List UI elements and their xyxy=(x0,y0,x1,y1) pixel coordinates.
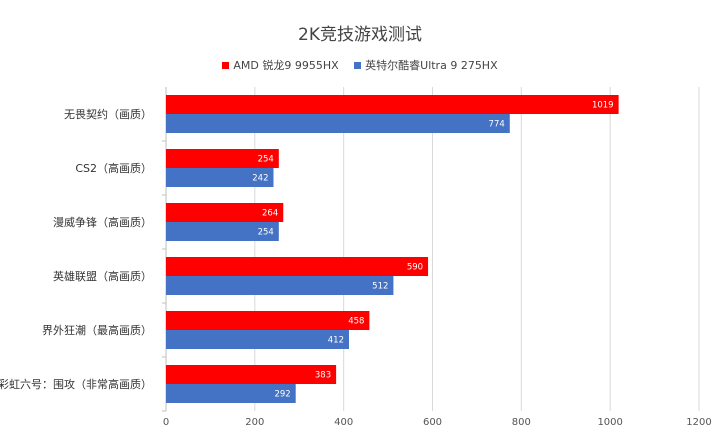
data-label: 254 xyxy=(258,155,274,165)
x-tick-label: 1000 xyxy=(597,417,622,428)
legend-label-amd: AMD 锐龙9 9955HX xyxy=(233,59,339,72)
data-label: 242 xyxy=(252,174,268,184)
category-label: 漫威争锋（高画质） xyxy=(53,215,152,229)
x-tick-label: 600 xyxy=(423,417,442,428)
x-tick-label: 1200 xyxy=(686,417,711,428)
legend-swatch-intel xyxy=(354,61,362,69)
bar-intel xyxy=(166,330,349,349)
data-label: 412 xyxy=(328,336,344,346)
bar-amd xyxy=(166,203,284,222)
bar-amd xyxy=(166,311,370,330)
data-label: 292 xyxy=(274,390,290,400)
bar-intel xyxy=(166,276,394,295)
bar-amd xyxy=(166,365,337,384)
legend: AMD 锐龙9 9955HX 英特尔酷睿Ultra 9 275HX xyxy=(0,57,720,73)
bar-intel xyxy=(166,384,296,403)
data-label: 512 xyxy=(372,282,388,292)
data-label: 774 xyxy=(489,120,505,130)
legend-item-amd: AMD 锐龙9 9955HX xyxy=(222,57,339,73)
bar-amd xyxy=(166,149,279,168)
legend-label-intel: 英特尔酷睿Ultra 9 275HX xyxy=(365,59,498,72)
legend-swatch-amd xyxy=(222,61,230,69)
bar-amd xyxy=(166,257,429,276)
data-label: 264 xyxy=(262,209,278,219)
category-label: CS2（高画质） xyxy=(75,161,152,175)
x-tick-label: 0 xyxy=(163,417,169,428)
bar-intel xyxy=(166,114,510,133)
category-label: 界外狂潮（最高画质） xyxy=(42,323,152,337)
x-tick-label: 800 xyxy=(512,417,531,428)
x-tick-label: 200 xyxy=(245,417,264,428)
data-label: 1019 xyxy=(592,101,614,111)
bar-intel xyxy=(166,222,279,241)
bar-amd xyxy=(166,95,619,114)
data-label: 254 xyxy=(258,228,274,238)
category-label: 无畏契约（画质） xyxy=(64,107,152,121)
chart-title: 2K竞技游戏测试 xyxy=(298,25,422,45)
category-label: 英雄联盟（高画质） xyxy=(53,269,152,283)
legend-item-intel: 英特尔酷睿Ultra 9 275HX xyxy=(354,57,498,73)
bar-intel xyxy=(166,168,274,187)
category-label: 彩虹六号：围攻（非常高画质） xyxy=(0,377,152,391)
data-label: 458 xyxy=(348,317,364,327)
data-label: 383 xyxy=(315,371,331,381)
data-label: 590 xyxy=(407,263,423,273)
x-tick-label: 400 xyxy=(334,417,353,428)
